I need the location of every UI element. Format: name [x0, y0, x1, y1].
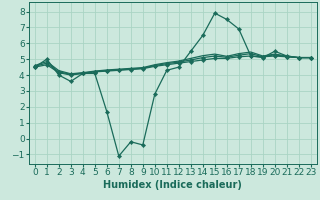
- X-axis label: Humidex (Indice chaleur): Humidex (Indice chaleur): [103, 180, 242, 190]
